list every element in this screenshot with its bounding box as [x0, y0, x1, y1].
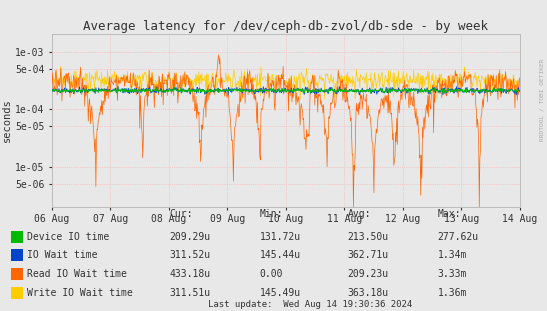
- Text: 145.44u: 145.44u: [260, 250, 301, 260]
- Text: 1.36m: 1.36m: [438, 288, 467, 298]
- Y-axis label: seconds: seconds: [2, 99, 12, 142]
- Text: Min:: Min:: [260, 209, 283, 219]
- Text: 3.33m: 3.33m: [438, 269, 467, 279]
- Text: 277.62u: 277.62u: [438, 232, 479, 242]
- Text: 0.00: 0.00: [260, 269, 283, 279]
- Text: 209.29u: 209.29u: [170, 232, 211, 242]
- Text: 209.23u: 209.23u: [347, 269, 388, 279]
- Text: 363.18u: 363.18u: [347, 288, 388, 298]
- Text: Last update:  Wed Aug 14 19:30:36 2024: Last update: Wed Aug 14 19:30:36 2024: [208, 300, 412, 309]
- Title: Average latency for /dev/ceph-db-zvol/db-sde - by week: Average latency for /dev/ceph-db-zvol/db…: [83, 20, 488, 33]
- Text: IO Wait time: IO Wait time: [27, 250, 98, 260]
- Text: Cur:: Cur:: [170, 209, 193, 219]
- Text: Write IO Wait time: Write IO Wait time: [27, 288, 133, 298]
- Text: 213.50u: 213.50u: [347, 232, 388, 242]
- Text: 311.51u: 311.51u: [170, 288, 211, 298]
- Text: Device IO time: Device IO time: [27, 232, 109, 242]
- Text: Avg:: Avg:: [347, 209, 371, 219]
- Text: 433.18u: 433.18u: [170, 269, 211, 279]
- Text: 362.71u: 362.71u: [347, 250, 388, 260]
- Text: 145.49u: 145.49u: [260, 288, 301, 298]
- Text: 131.72u: 131.72u: [260, 232, 301, 242]
- Text: Max:: Max:: [438, 209, 461, 219]
- Text: 311.52u: 311.52u: [170, 250, 211, 260]
- Text: RRDTOOL / TOBI OETIKER: RRDTOOL / TOBI OETIKER: [539, 58, 544, 141]
- Text: Read IO Wait time: Read IO Wait time: [27, 269, 127, 279]
- Text: 1.34m: 1.34m: [438, 250, 467, 260]
